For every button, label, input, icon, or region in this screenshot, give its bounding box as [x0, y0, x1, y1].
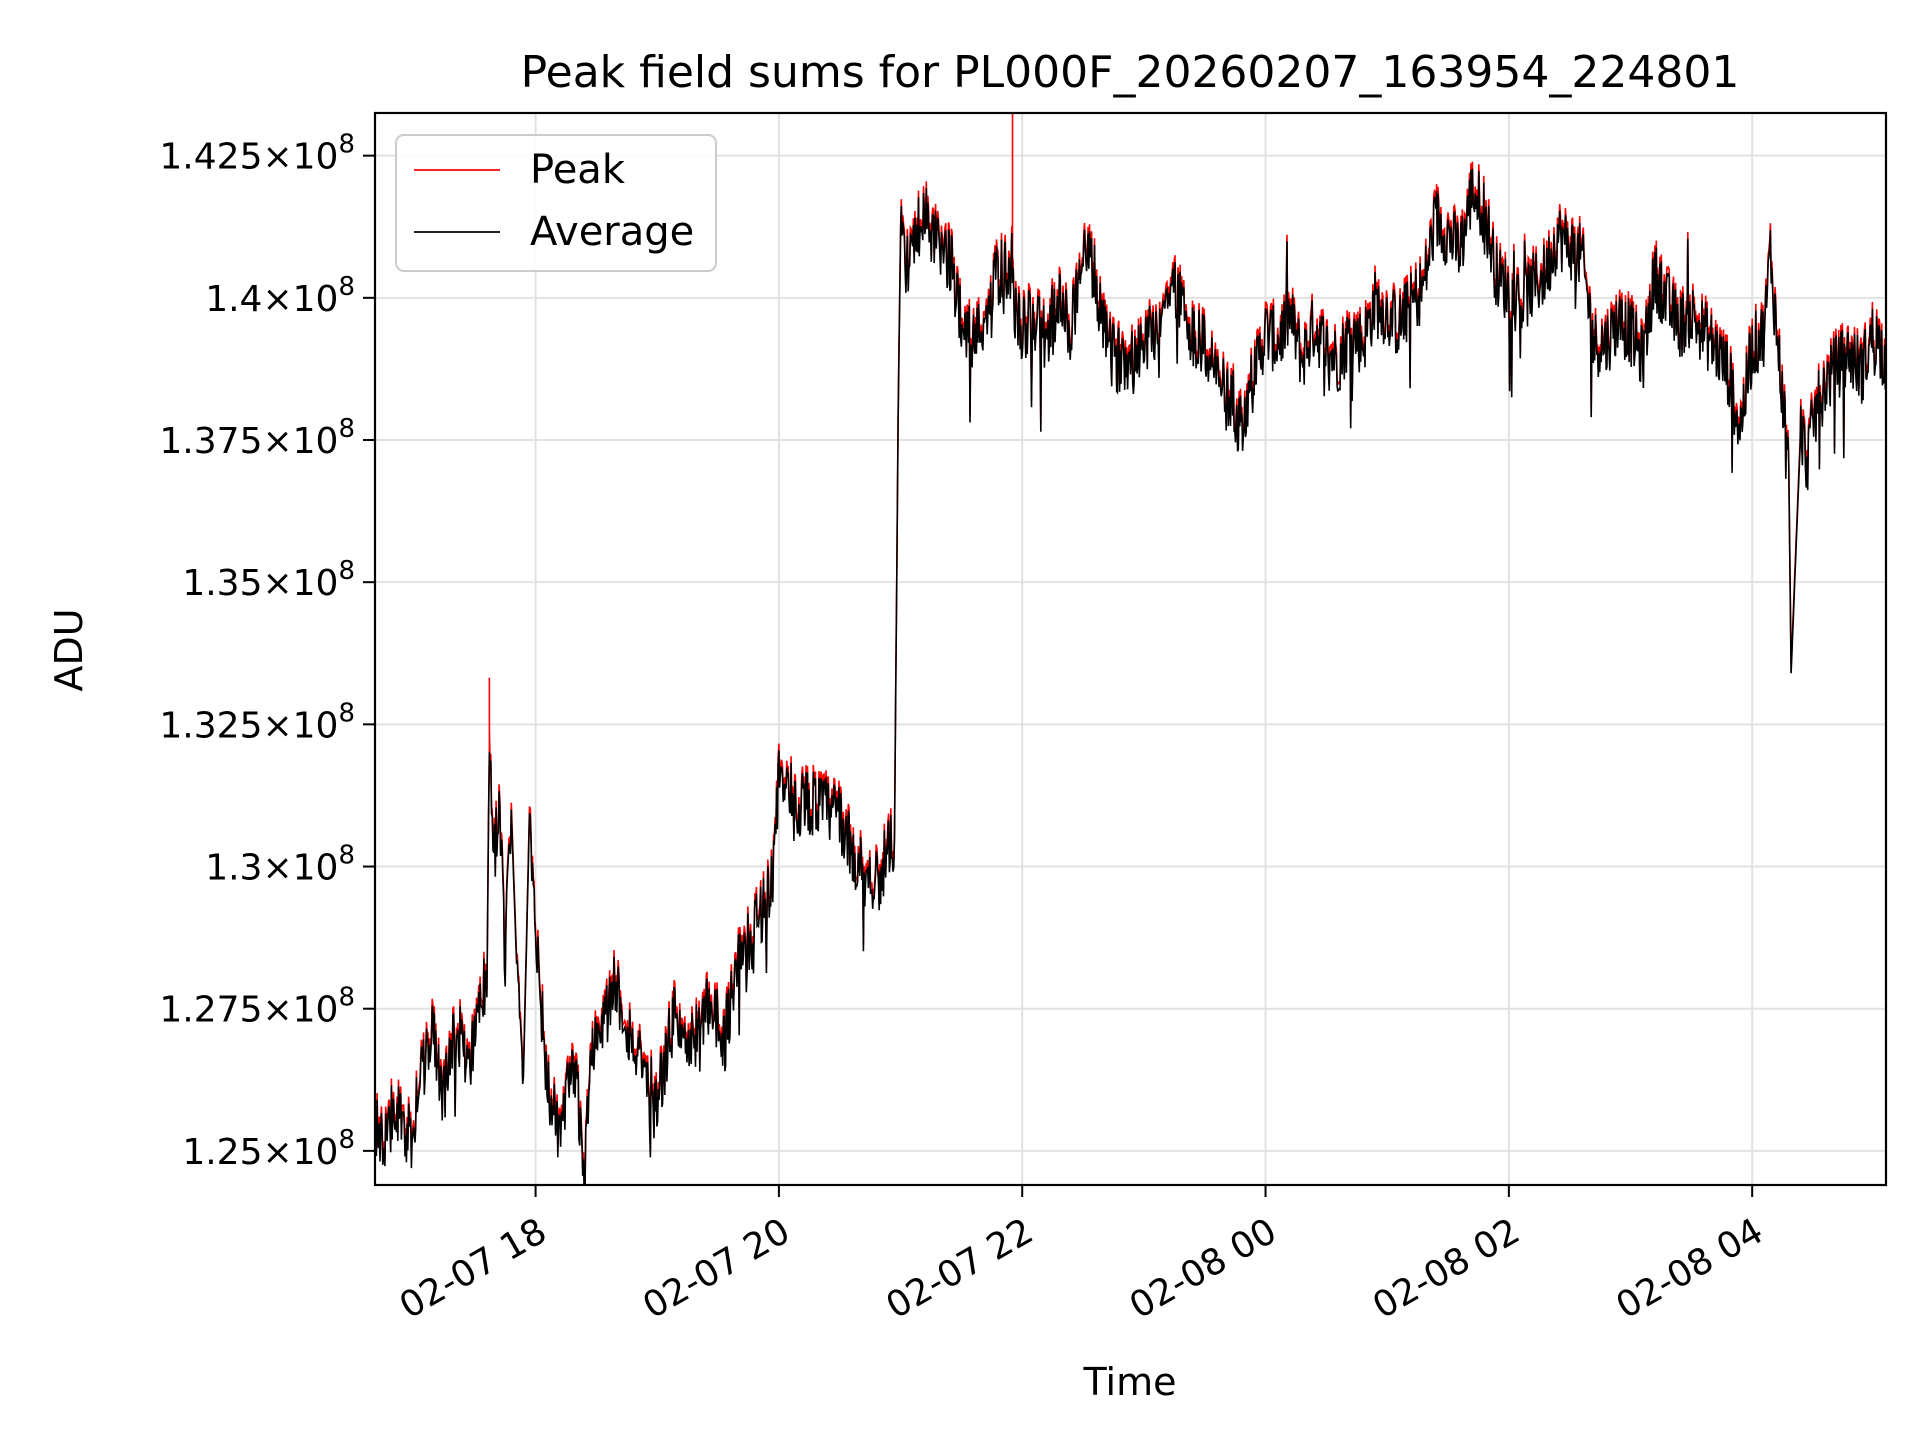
series-layer: [375, 113, 1886, 1185]
y-tick-mantissa: 1.325: [159, 705, 262, 746]
x-tick-label: 02-08 00: [1123, 1211, 1284, 1327]
y-tick-mantissa: 1.275: [159, 990, 262, 1031]
chart-title: Peak field sums for PL000F_20260207_1639…: [521, 47, 1740, 98]
x-tick-label: 02-08 04: [1610, 1211, 1771, 1327]
y-tick-label: 1.25×108: [182, 1125, 355, 1173]
y-tick-label: 1.325×108: [159, 698, 355, 746]
x-tick-label: 02-08 02: [1366, 1211, 1527, 1327]
y-tick-label: 1.425×108: [159, 130, 355, 178]
y-tick-label: 1.4×108: [205, 272, 355, 320]
y-tick-label: 1.275×108: [159, 983, 355, 1031]
y-tick-label: 1.3×108: [205, 841, 355, 889]
x-axis-label: Time: [1083, 1360, 1177, 1404]
legend-box: [395, 134, 717, 272]
y-tick-mantissa: 1.425: [159, 137, 262, 178]
x-axis: 02-07 18 02-07 20 02-07 22 02-08 00 02-08 02…: [393, 1185, 1770, 1327]
x-tick-label: 02-07 18: [393, 1211, 554, 1327]
y-tick-label: 1.35×108: [182, 556, 355, 604]
y-tick-mantissa: 1.3: [205, 848, 262, 889]
x-tick-label: 02-07 22: [880, 1211, 1041, 1327]
legend-label-average: Average: [530, 209, 694, 255]
y-tick-label: 1.375×108: [159, 414, 355, 462]
y-tick-mantissa: 1.4: [205, 279, 262, 320]
legend-label-peak: Peak: [530, 147, 626, 193]
y-axis: 1.25×108 1.275×108 1.3×108 1.325×108 1.35×10…: [159, 130, 375, 1173]
grid-lines: [375, 113, 1886, 1185]
y-axis-label: ADU: [47, 608, 91, 691]
y-tick-mantissa: 1.25: [182, 1132, 262, 1173]
y-tick-mantissa: 1.375: [159, 421, 262, 462]
y-tick-mantissa: 1.35: [182, 563, 262, 604]
x-tick-label: 02-07 20: [636, 1211, 797, 1327]
series-line-average: [375, 168, 1886, 1185]
legend: Peak Average: [395, 134, 717, 272]
plot-frame: [373, 111, 1888, 1187]
